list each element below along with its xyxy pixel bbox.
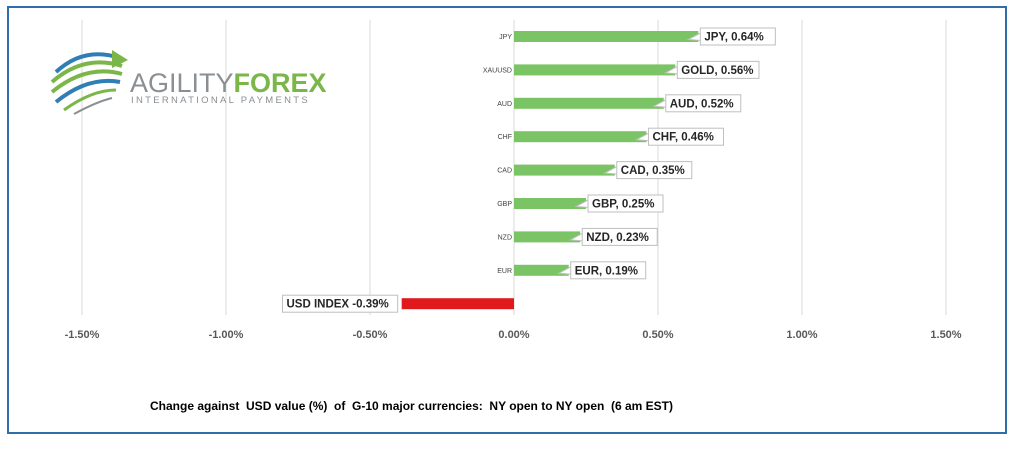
data-label: JPY, 0.64% bbox=[704, 32, 763, 44]
data-label-box bbox=[699, 27, 776, 46]
data-label: EUR, 0.19% bbox=[575, 265, 638, 277]
data-label-box bbox=[581, 227, 658, 246]
bar bbox=[514, 231, 581, 243]
bar bbox=[514, 264, 569, 276]
category-label: JPY bbox=[499, 34, 512, 41]
data-label-box bbox=[676, 60, 760, 79]
bar bbox=[514, 64, 676, 76]
category-labels: JPY XAUUSD AUD CHF CAD GBP NZD EUR bbox=[483, 34, 513, 275]
chart-footer-title: Change against USD value (%) of G-10 maj… bbox=[150, 399, 674, 413]
x-tick-label: 1.00% bbox=[786, 329, 817, 341]
data-label-box bbox=[587, 194, 664, 213]
bar bbox=[401, 298, 514, 310]
agility-forex-logo: AGILITYFOREX INTERNATIONAL PAYMENTS bbox=[50, 50, 327, 115]
data-label: USD INDEX -0.39% bbox=[286, 299, 388, 311]
data-label: GOLD, 0.56% bbox=[681, 65, 753, 77]
category-label: XAUUSD bbox=[483, 67, 512, 74]
data-label: NZD, 0.23% bbox=[586, 232, 649, 244]
data-label-box bbox=[616, 161, 693, 180]
category-label: CHF bbox=[498, 134, 512, 141]
category-label: CAD bbox=[497, 168, 512, 175]
data-label-box bbox=[665, 94, 742, 113]
category-label: EUR bbox=[497, 268, 512, 275]
data-label: CAD, 0.35% bbox=[621, 165, 685, 177]
data-label: GBP, 0.25% bbox=[592, 199, 654, 211]
bar bbox=[514, 31, 699, 42]
x-tick-label: -1.50% bbox=[65, 329, 100, 341]
x-tick-label: -1.00% bbox=[209, 329, 244, 341]
logo-tagline: INTERNATIONAL PAYMENTS bbox=[131, 95, 310, 106]
x-axis-tick-labels: -1.50% -1.00% -0.50% 0.00% 0.50% 1.00% 1.50% bbox=[65, 329, 962, 341]
category-label: AUD bbox=[497, 101, 512, 108]
data-labels: JPY, 0.64% GOLD, 0.56% AUD, 0.52% CHF, 0.46… bbox=[281, 27, 776, 313]
data-label-box bbox=[281, 294, 399, 313]
data-label: AUD, 0.52% bbox=[670, 98, 734, 110]
chart-frame bbox=[7, 6, 1007, 434]
bar bbox=[514, 164, 615, 176]
bars bbox=[401, 31, 699, 310]
x-tick-label: -0.50% bbox=[353, 329, 388, 341]
bar bbox=[514, 97, 664, 109]
globe-swoosh-icon bbox=[50, 50, 128, 115]
x-tick-label: 1.50% bbox=[930, 329, 961, 341]
logo-wordmark: AGILITYFOREX bbox=[130, 68, 327, 98]
category-label: GBP bbox=[497, 201, 512, 208]
bar bbox=[514, 198, 586, 209]
x-tick-label: 0.00% bbox=[498, 329, 529, 341]
category-label: NZD bbox=[498, 234, 512, 241]
data-label-box bbox=[570, 261, 647, 280]
data-label: CHF, 0.46% bbox=[652, 132, 713, 144]
bar bbox=[514, 131, 647, 143]
x-tick-label: 0.50% bbox=[642, 329, 673, 341]
data-label-box bbox=[647, 127, 724, 146]
